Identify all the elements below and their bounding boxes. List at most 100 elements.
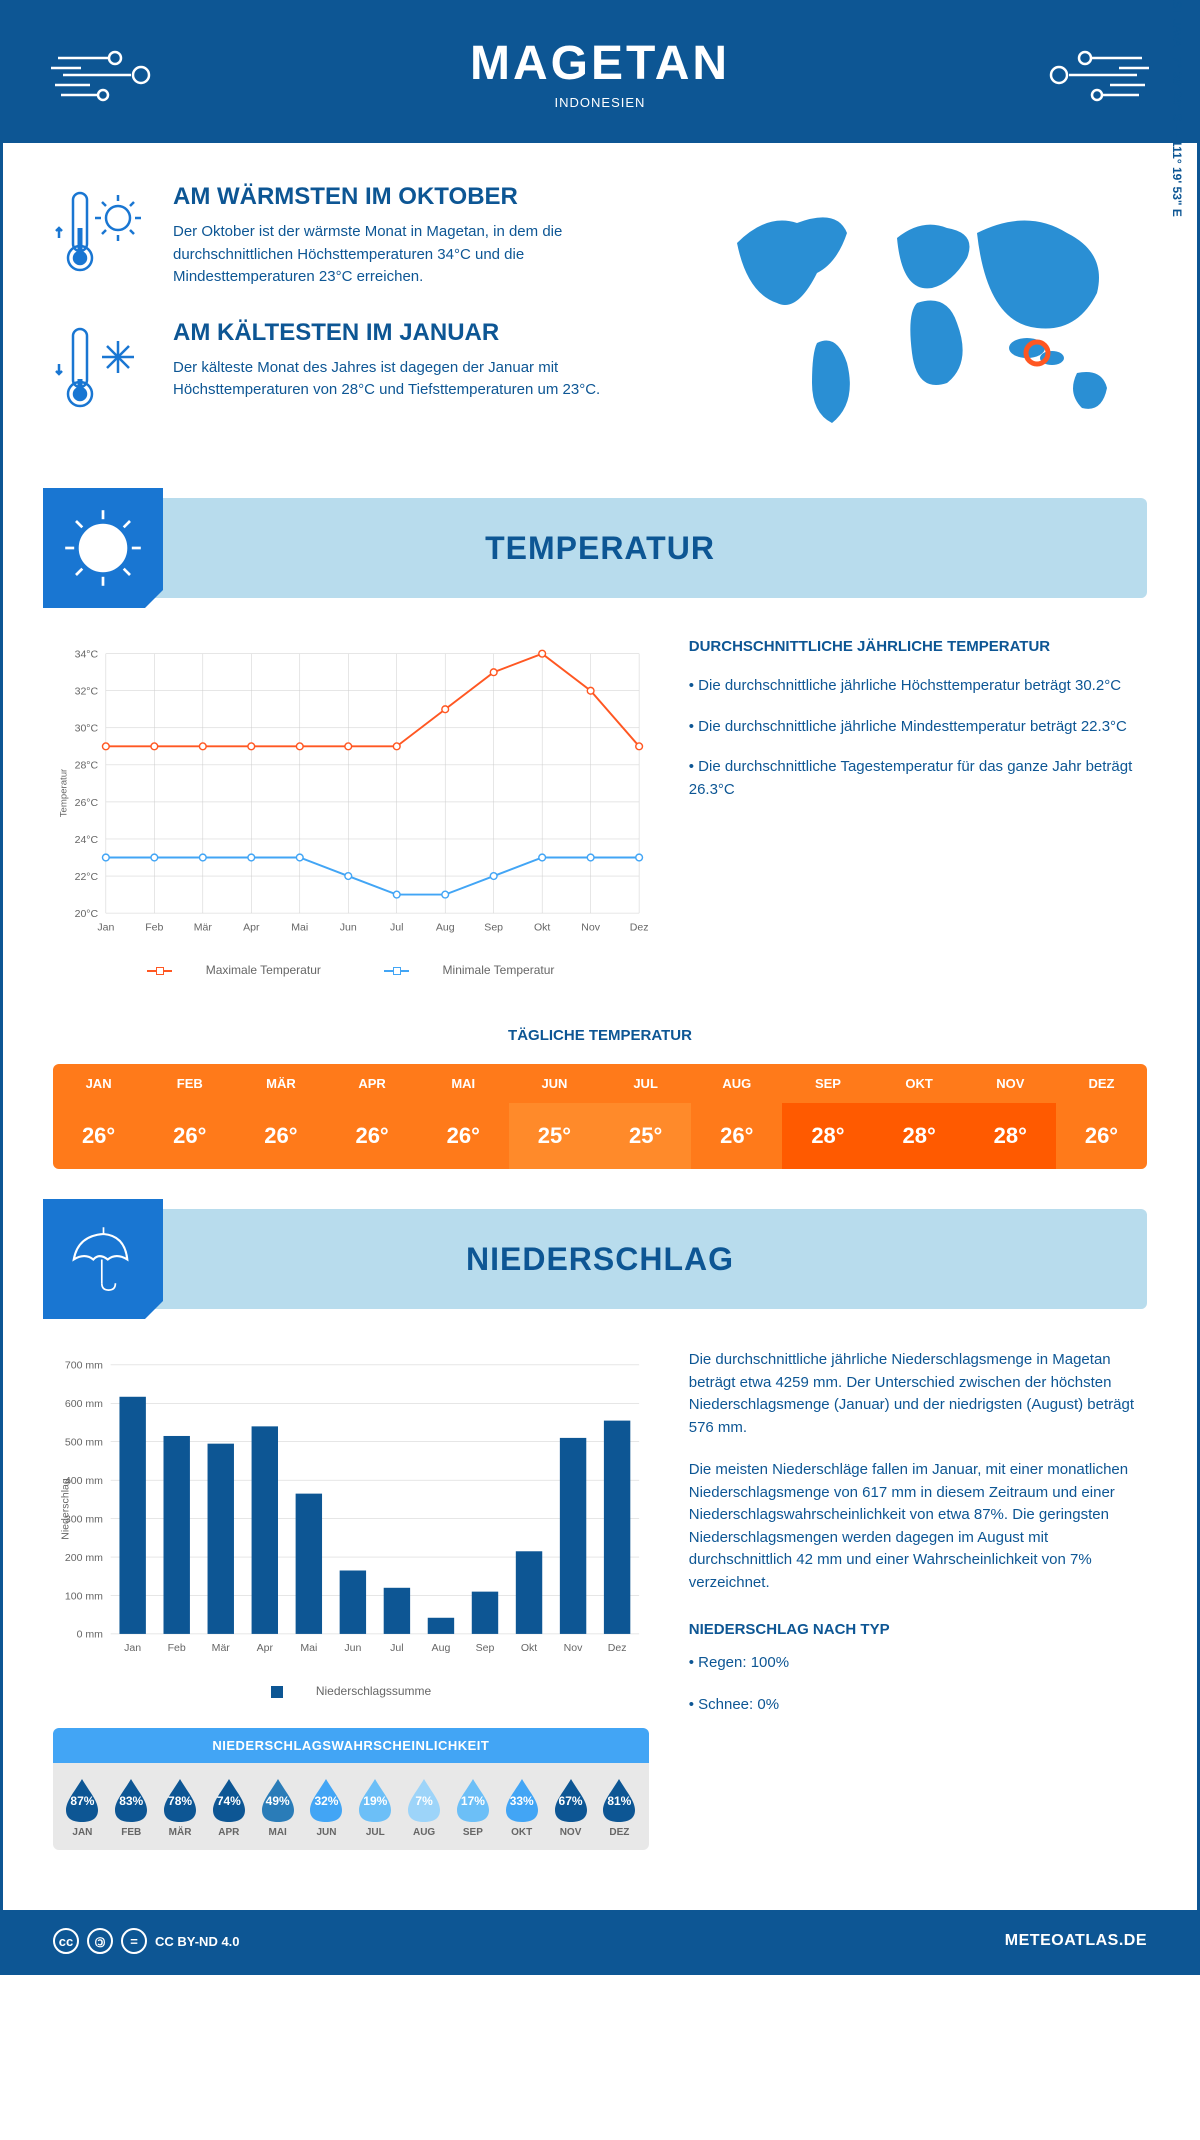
warmest-text: Der Oktober ist der wärmste Monat in Mag… bbox=[173, 221, 667, 289]
coldest-title: AM KÄLTESTEN IM JANUAR bbox=[173, 319, 667, 347]
by-icon: 🄯 bbox=[87, 1928, 113, 1954]
svg-text:22°C: 22°C bbox=[75, 871, 99, 883]
svg-text:Apr: Apr bbox=[257, 1642, 274, 1654]
svg-text:Okt: Okt bbox=[521, 1642, 537, 1654]
svg-text:Jan: Jan bbox=[97, 921, 114, 933]
svg-text:Jun: Jun bbox=[340, 921, 357, 933]
svg-text:Temperatur: Temperatur bbox=[58, 768, 69, 817]
daily-temp-col: MÄR26° bbox=[235, 1064, 326, 1169]
svg-text:Sep: Sep bbox=[484, 921, 503, 933]
coordinates-label: EAST JAVA 7° 39' 24" S — 111° 19' 53" E bbox=[1170, 0, 1184, 216]
temp-bullet-3: • Die durchschnittliche Tagestemperatur … bbox=[689, 756, 1147, 801]
temperature-info: DURCHSCHNITTLICHE JÄHRLICHE TEMPERATUR •… bbox=[689, 638, 1147, 997]
svg-text:Sep: Sep bbox=[476, 1642, 495, 1654]
svg-text:500 mm: 500 mm bbox=[65, 1437, 103, 1449]
svg-text:600 mm: 600 mm bbox=[65, 1398, 103, 1410]
coldest-text: Der kälteste Monat des Jahres ist dagege… bbox=[173, 357, 667, 402]
world-map-panel: EAST JAVA 7° 39' 24" S — 111° 19' 53" E bbox=[697, 183, 1147, 468]
temp-info-title: DURCHSCHNITTLICHE JÄHRLICHE TEMPERATUR bbox=[689, 638, 1147, 655]
nd-icon: = bbox=[121, 1928, 147, 1954]
svg-text:Dez: Dez bbox=[608, 1642, 627, 1654]
svg-text:100 mm: 100 mm bbox=[65, 1590, 103, 1602]
sun-icon bbox=[43, 488, 163, 608]
daily-temp-col: APR26° bbox=[327, 1064, 418, 1169]
daily-temp-col: OKT28° bbox=[874, 1064, 965, 1169]
svg-text:Dez: Dez bbox=[630, 921, 649, 933]
header-banner: MAGETAN INDONESIEN bbox=[3, 3, 1197, 143]
prob-col: 87%JAN bbox=[58, 1775, 107, 1838]
svg-text:32°C: 32°C bbox=[75, 686, 99, 698]
license-text: CC BY-ND 4.0 bbox=[155, 1934, 240, 1949]
svg-text:Niederschlag: Niederschlag bbox=[59, 1478, 71, 1540]
temperature-chart: 20°C22°C24°C26°C28°C30°C32°C34°CJanFebMä… bbox=[53, 638, 649, 997]
thermometer-cold-icon bbox=[53, 319, 153, 424]
daily-temp-col: JUL25° bbox=[600, 1064, 691, 1169]
svg-text:Okt: Okt bbox=[534, 921, 550, 933]
daily-temp-col: MAI26° bbox=[418, 1064, 509, 1169]
brand-label: METEOATLAS.DE bbox=[1005, 1932, 1147, 1950]
prob-title: NIEDERSCHLAGSWAHRSCHEINLICHKEIT bbox=[53, 1728, 649, 1763]
prob-col: 19%JUL bbox=[351, 1775, 400, 1838]
temperature-legend: Maximale Temperatur Minimale Temperatur bbox=[53, 953, 649, 997]
precip-para-1: Die durchschnittliche jährliche Niedersc… bbox=[689, 1349, 1147, 1439]
license-badge: cc 🄯 = CC BY-ND 4.0 bbox=[53, 1928, 240, 1954]
svg-text:Aug: Aug bbox=[432, 1642, 451, 1654]
svg-text:Nov: Nov bbox=[581, 921, 600, 933]
precip-type-title: NIEDERSCHLAG NACH TYP bbox=[689, 1619, 1147, 1642]
temperature-section-banner: TEMPERATUR bbox=[53, 498, 1147, 598]
svg-text:Mai: Mai bbox=[291, 921, 308, 933]
svg-text:200 mm: 200 mm bbox=[65, 1552, 103, 1564]
temperature-title: TEMPERATUR bbox=[485, 530, 715, 567]
svg-text:0 mm: 0 mm bbox=[77, 1629, 104, 1641]
daily-temp-col: AUG26° bbox=[691, 1064, 782, 1169]
svg-text:20°C: 20°C bbox=[75, 908, 99, 920]
coldest-block: AM KÄLTESTEN IM JANUAR Der kälteste Mona… bbox=[53, 319, 667, 424]
prob-col: 32%JUN bbox=[302, 1775, 351, 1838]
svg-text:Feb: Feb bbox=[168, 1642, 186, 1654]
prob-col: 74%APR bbox=[204, 1775, 253, 1838]
svg-text:Jul: Jul bbox=[390, 1642, 403, 1654]
wind-icon-right bbox=[1037, 33, 1157, 113]
prob-col: 67%NOV bbox=[546, 1775, 595, 1838]
warmest-title: AM WÄRMSTEN IM OKTOBER bbox=[173, 183, 667, 211]
umbrella-icon bbox=[43, 1199, 163, 1319]
city-name: MAGETAN bbox=[470, 36, 730, 91]
daily-temp-col: NOV28° bbox=[965, 1064, 1056, 1169]
svg-text:700 mm: 700 mm bbox=[65, 1360, 103, 1372]
precip-para-2: Die meisten Niederschläge fallen im Janu… bbox=[689, 1459, 1147, 1594]
footer: cc 🄯 = CC BY-ND 4.0 METEOATLAS.DE bbox=[3, 1910, 1197, 1972]
precip-type-rain: • Regen: 100% bbox=[689, 1652, 1147, 1675]
thermometer-hot-icon bbox=[53, 183, 153, 289]
warmest-block: AM WÄRMSTEN IM OKTOBER Der Oktober ist d… bbox=[53, 183, 667, 289]
svg-text:28°C: 28°C bbox=[75, 760, 99, 772]
cc-icon: cc bbox=[53, 1928, 79, 1954]
svg-text:34°C: 34°C bbox=[75, 649, 99, 661]
svg-text:Jul: Jul bbox=[390, 921, 403, 933]
daily-temperature-table: TÄGLICHE TEMPERATUR JAN26°FEB26°MÄR26°AP… bbox=[3, 1017, 1197, 1209]
daily-temp-col: JAN26° bbox=[53, 1064, 144, 1169]
country-name: INDONESIEN bbox=[470, 95, 730, 110]
precipitation-section-banner: NIEDERSCHLAG bbox=[53, 1209, 1147, 1309]
svg-text:26°C: 26°C bbox=[75, 797, 99, 809]
svg-text:Feb: Feb bbox=[145, 921, 163, 933]
prob-col: 83%FEB bbox=[107, 1775, 156, 1838]
daily-temp-col: DEZ26° bbox=[1056, 1064, 1147, 1169]
svg-text:Jan: Jan bbox=[124, 1642, 141, 1654]
prob-col: 78%MÄR bbox=[156, 1775, 205, 1838]
daily-temp-col: JUN25° bbox=[509, 1064, 600, 1169]
precipitation-chart: 0 mm100 mm200 mm300 mm400 mm500 mm600 mm… bbox=[53, 1349, 649, 1850]
prob-col: 49%MAI bbox=[253, 1775, 302, 1838]
daily-temp-col: SEP28° bbox=[782, 1064, 873, 1169]
precipitation-info: Die durchschnittliche jährliche Niedersc… bbox=[689, 1349, 1147, 1850]
wind-icon-left bbox=[43, 33, 163, 113]
prob-col: 33%OKT bbox=[497, 1775, 546, 1838]
daily-temp-title: TÄGLICHE TEMPERATUR bbox=[53, 1027, 1147, 1044]
svg-text:Mai: Mai bbox=[300, 1642, 317, 1654]
temp-bullet-1: • Die durchschnittliche jährliche Höchst… bbox=[689, 675, 1147, 698]
precipitation-title: NIEDERSCHLAG bbox=[466, 1241, 734, 1278]
precipitation-probability: NIEDERSCHLAGSWAHRSCHEINLICHKEIT 87%JAN83… bbox=[53, 1728, 649, 1850]
page-title: MAGETAN INDONESIEN bbox=[470, 36, 730, 110]
svg-text:Mär: Mär bbox=[212, 1642, 231, 1654]
svg-text:Nov: Nov bbox=[564, 1642, 583, 1654]
world-map-icon bbox=[697, 183, 1147, 463]
